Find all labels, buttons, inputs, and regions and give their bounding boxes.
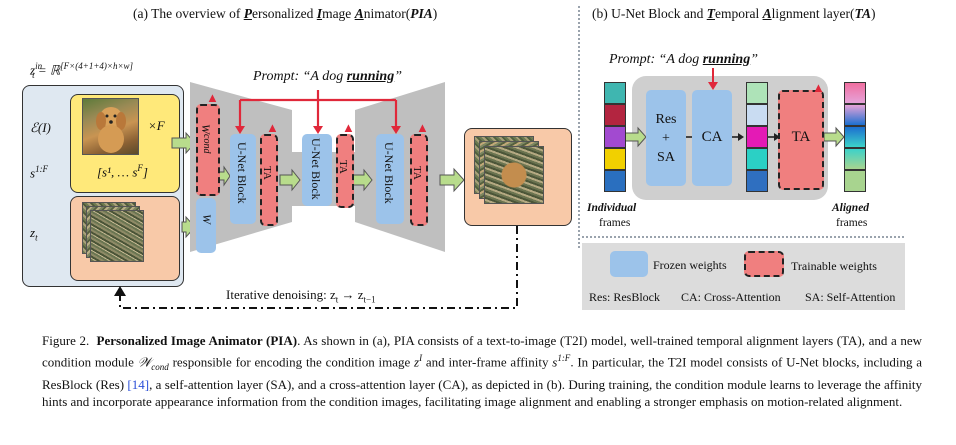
individual-label: Individual xyxy=(587,202,637,214)
fire-icon: ▲ xyxy=(206,90,219,105)
panel-b-arrows xyxy=(623,68,845,148)
w-label: W xyxy=(200,214,214,224)
wcond-module xyxy=(196,104,220,196)
legend-sa: SA: Self-Attention xyxy=(805,290,896,304)
affinity-label: s1:F xyxy=(30,164,49,181)
mid-frame xyxy=(746,104,768,126)
unet-block-3 xyxy=(376,134,404,224)
prompt-text: Prompt: “A dog running” xyxy=(253,69,403,84)
aligned-frame xyxy=(844,82,866,104)
panel-a-title: (a) The overview of Personalized Image A… xyxy=(133,6,438,21)
aligned-label: Aligned xyxy=(832,202,870,214)
condition-dog-image xyxy=(82,98,139,155)
ta-block xyxy=(778,90,824,190)
denoising-label: Iterative denoising: zt → zt−1 xyxy=(226,287,376,305)
aligned-frame xyxy=(844,148,866,170)
unet-block-1 xyxy=(230,134,256,224)
input-frame xyxy=(604,126,626,148)
panel-b-title: (b) U-Net Block and Temporal Alignment l… xyxy=(592,6,876,21)
wcond-label: Wcond xyxy=(199,124,213,154)
unet-block-3-label: U-Net Block xyxy=(382,142,396,204)
panel-b-prompt: Prompt: “A dog running” xyxy=(609,52,759,67)
ca-label: CA xyxy=(701,129,723,145)
ta-block-1 xyxy=(260,134,278,226)
ta-block-3 xyxy=(410,134,428,226)
unet-block-2 xyxy=(302,134,332,206)
legend-trainable-swatch xyxy=(744,251,784,277)
legend-ca: CA: Cross-Attention xyxy=(681,290,781,304)
fire-icon: ▲ xyxy=(812,80,825,95)
w-module xyxy=(196,198,216,253)
aligned-frames-label: frames xyxy=(836,217,868,229)
fire-icon: ▲ xyxy=(416,120,429,135)
times-f-label: ×F xyxy=(148,118,165,133)
aligned-frame xyxy=(844,170,866,192)
noisy-frames-stack xyxy=(82,202,144,262)
arrow-block-2-3 xyxy=(351,168,373,192)
zt-label: zt xyxy=(30,225,38,243)
mid-frame xyxy=(746,170,768,192)
arrow-to-output xyxy=(439,167,465,193)
individual-frames-label: frames xyxy=(599,217,631,229)
ta-label: TA xyxy=(791,129,811,145)
unet-block-1-label: U-Net Block xyxy=(235,142,249,204)
figure-caption: Figure 2. Personalized Image Animator (P… xyxy=(42,333,922,410)
encoder-label: ℰ(I) xyxy=(30,120,51,135)
ta-block-2-label: TA xyxy=(337,160,349,174)
output-frames-stack xyxy=(474,136,544,208)
arrow-block-1-2 xyxy=(279,168,301,192)
aligned-frame xyxy=(844,126,866,148)
unet-block-2-label: U-Net Block xyxy=(309,138,323,200)
z-in-formula: zint = ℝ[F×(4+1+4)×h×w] xyxy=(30,61,134,80)
res-sa-label: Res + SA xyxy=(655,112,677,165)
reference-link[interactable]: [14] xyxy=(127,376,150,392)
panel-divider xyxy=(578,6,580,248)
legend-res: Res: ResBlock xyxy=(589,290,660,304)
ta-block-1-label: TA xyxy=(261,166,273,180)
denoising-loop xyxy=(119,226,518,309)
legend-divider xyxy=(582,236,904,238)
fire-icon: ▲ xyxy=(342,120,355,135)
input-frame xyxy=(604,82,626,104)
ta-block-2 xyxy=(336,134,354,208)
input-frame xyxy=(604,148,626,170)
legend-trainable-label: Trainable weights xyxy=(791,259,877,273)
mid-frame xyxy=(746,148,768,170)
fire-icon: ▲ xyxy=(266,120,279,135)
input-frame xyxy=(604,170,626,192)
mid-frame xyxy=(746,126,768,148)
input-frame xyxy=(604,104,626,126)
legend-frozen-swatch xyxy=(610,251,648,277)
mid-frame xyxy=(746,82,768,104)
prompt-arrows xyxy=(238,90,398,128)
ta-block-3-label: TA xyxy=(411,166,423,180)
ca-block xyxy=(692,90,732,186)
res-sa-block xyxy=(646,90,686,186)
affinity-set: [s¹, … sF] xyxy=(97,163,148,180)
aligned-frame xyxy=(844,104,866,126)
legend-frozen-label: Frozen weights xyxy=(653,258,727,272)
